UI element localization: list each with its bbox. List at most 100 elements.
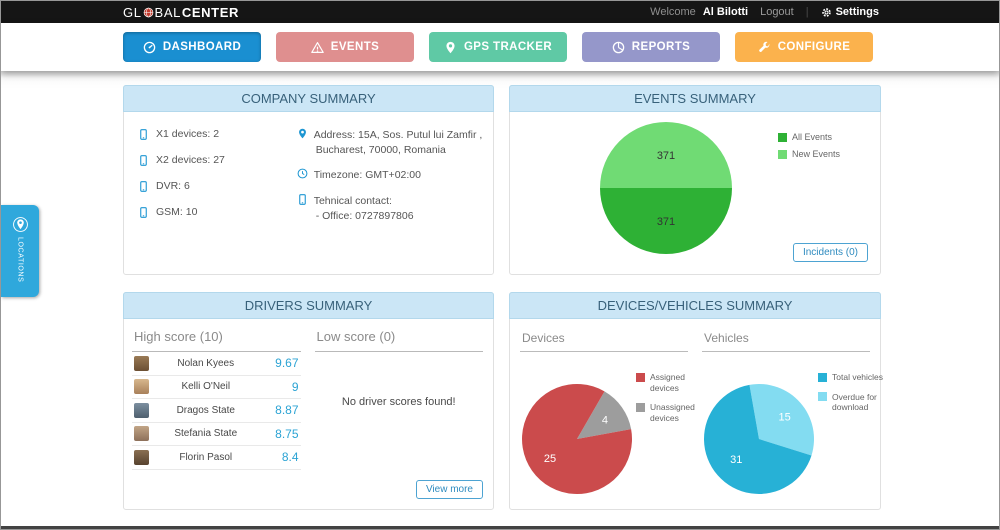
devices-header: Devices [520, 331, 688, 352]
driver-score: 8.75 [275, 426, 299, 441]
devices-vehicles-title: DEVICES/VEHICLES SUMMARY [509, 292, 881, 319]
device-count-row: X1 devices: 2 [138, 128, 297, 140]
mobile-device-icon [138, 154, 149, 166]
driver-row[interactable]: Stefania State 8.75 [132, 423, 301, 446]
legend-item: New Events [777, 149, 840, 159]
window-bottom-edge [1, 526, 999, 529]
driver-row[interactable]: Florin Pasol 8.4 [132, 446, 301, 470]
logout-link[interactable]: Logout [760, 6, 794, 18]
welcome-prefix: Welcome [650, 6, 696, 18]
driver-score: 8.87 [275, 403, 299, 418]
legend-swatch [636, 372, 645, 382]
events-summary-panel: EVENTS SUMMARY 371 371 All Events New Even… [509, 85, 881, 275]
legend-label: Total vehicles [832, 372, 884, 382]
tab-reports[interactable]: REPORTS [582, 32, 720, 62]
gear-icon [821, 7, 832, 18]
pie-slice-label: 4 [602, 414, 608, 426]
legend-label: All Events [791, 132, 832, 142]
vehicles-pie-chart: 15 31 [702, 382, 816, 501]
tab-label: GPS TRACKER [463, 41, 553, 53]
dashboard-icon [143, 41, 156, 54]
devices-column: Devices 4 25 Assigned devices Unassigned d… [520, 329, 695, 509]
tab-gps-tracker[interactable]: GPS TRACKER [429, 32, 567, 62]
main-content: COMPANY SUMMARY X1 devices: 2 X2 devices… [1, 71, 999, 529]
legend-item: Unassigned devices [636, 402, 704, 423]
company-summary-body: X1 devices: 2 X2 devices: 27 DVR: 6 [124, 112, 493, 274]
timezone-row: Timezone: GMT+02:00 [297, 168, 483, 183]
driver-name: Florin Pasol [179, 451, 233, 463]
legend-swatch [818, 372, 827, 382]
pie-slice [749, 384, 815, 456]
devices-vehicles-summary-panel: DEVICES/VEHICLES SUMMARY Devices 4 25 Ass… [509, 292, 883, 510]
pie-chart-icon [612, 41, 625, 54]
legend-item: Overdue for download [818, 392, 886, 413]
address-text: Address: 15A, Sos. Putul lui Zamfir , Bu… [314, 128, 483, 157]
sidebar-tab-locations[interactable]: LOCATIONS [1, 205, 39, 297]
driver-score: 9.67 [275, 356, 299, 371]
company-summary-panel: COMPANY SUMMARY X1 devices: 2 X2 devices… [123, 85, 494, 275]
driver-row[interactable]: Nolan Kyees 9.67 [132, 352, 301, 376]
driver-name: Dragos State [176, 404, 235, 416]
legend-label: Unassigned devices [650, 402, 695, 423]
device-count-label: DVR: 6 [156, 180, 190, 192]
mobile-device-icon [138, 206, 149, 218]
device-count-row: GSM: 10 [138, 206, 297, 218]
company-contact-info: Address: 15A, Sos. Putul lui Zamfir , Bu… [297, 128, 483, 274]
vehicles-column: Vehicles 15 31 Total vehicles Overdue for … [702, 329, 883, 509]
devices-chart-area: 4 25 Assigned devices Unassigned devices [520, 360, 695, 501]
pie-slice [600, 188, 732, 254]
tab-dashboard[interactable]: DASHBOARD [123, 32, 261, 62]
vehicles-chart-area: 15 31 Total vehicles Overdue for download [702, 360, 883, 501]
driver-row[interactable]: Kelli O'Neil 9 [132, 376, 301, 399]
legend-swatch [636, 402, 645, 412]
pie-slice-label: 25 [544, 453, 556, 465]
pie-slice-label: 371 [657, 150, 675, 162]
drivers-summary-panel: DRIVERS SUMMARY High score (10) Nolan Ky… [123, 292, 494, 510]
pie-slice-label: 371 [657, 216, 675, 228]
legend-label: New Events [791, 149, 840, 159]
driver-avatar [134, 402, 149, 418]
drivers-summary-body: High score (10) Nolan Kyees 9.67 Kelli O… [124, 319, 493, 509]
panels-grid: COMPANY SUMMARY X1 devices: 2 X2 devices… [1, 71, 999, 510]
tab-label: EVENTS [330, 41, 380, 53]
low-score-header: Low score (0) [314, 327, 483, 352]
settings-link[interactable]: Settings [821, 6, 879, 18]
high-score-column: High score (10) Nolan Kyees 9.67 Kelli O… [132, 327, 301, 509]
events-pie-chart: 371 371 [598, 120, 734, 261]
driver-score: 9 [291, 379, 299, 394]
legend-swatch [777, 149, 787, 159]
pie-slice [522, 384, 633, 495]
tab-configure[interactable]: CONFIGURE [735, 32, 873, 62]
driver-avatar [134, 379, 149, 395]
address-line2: Bucharest, 70000, Romania [315, 143, 446, 156]
gps-pin-icon [444, 41, 457, 54]
low-score-column: Low score (0) No driver scores found! [314, 327, 483, 509]
topbar-right: Welcome Al Bilotti Logout | Settings [650, 6, 879, 18]
pie-slice [704, 384, 812, 495]
locations-label: LOCATIONS [16, 237, 24, 283]
device-count-row: X2 devices: 27 [138, 154, 297, 166]
topbar: GL BAL CENTER Welcome Al Bilotti Logout … [1, 1, 999, 23]
tab-events[interactable]: EVENTS [276, 32, 414, 62]
logo[interactable]: GL BAL CENTER [123, 5, 239, 20]
view-more-button[interactable]: View more [415, 480, 483, 499]
wrench-icon [758, 41, 771, 54]
company-devices-list: X1 devices: 2 X2 devices: 27 DVR: 6 [138, 128, 297, 274]
devices-vehicles-body: Devices 4 25 Assigned devices Unassigned d… [510, 319, 883, 509]
pie-slice-label: 15 [778, 412, 790, 424]
globe-icon [143, 7, 154, 18]
no-scores-message: No driver scores found! [341, 396, 456, 408]
driver-name: Nolan Kyees [177, 357, 235, 369]
pie-slice-label: 31 [730, 454, 742, 466]
warning-icon [310, 41, 324, 54]
address-row: Address: 15A, Sos. Putul lui Zamfir , Bu… [297, 128, 483, 157]
devices-legend: Assigned devices Unassigned devices [636, 372, 704, 501]
incidents-button[interactable]: Incidents (0) [792, 243, 868, 262]
driver-avatar [134, 449, 149, 465]
tab-label: DASHBOARD [162, 41, 242, 53]
device-count-row: DVR: 6 [138, 180, 297, 192]
driver-row[interactable]: Dragos State 8.87 [132, 399, 301, 423]
address-line1: Address: 15A, Sos. Putul lui Zamfir , [313, 129, 483, 141]
contact-label: Tehnical contact: [313, 195, 392, 208]
